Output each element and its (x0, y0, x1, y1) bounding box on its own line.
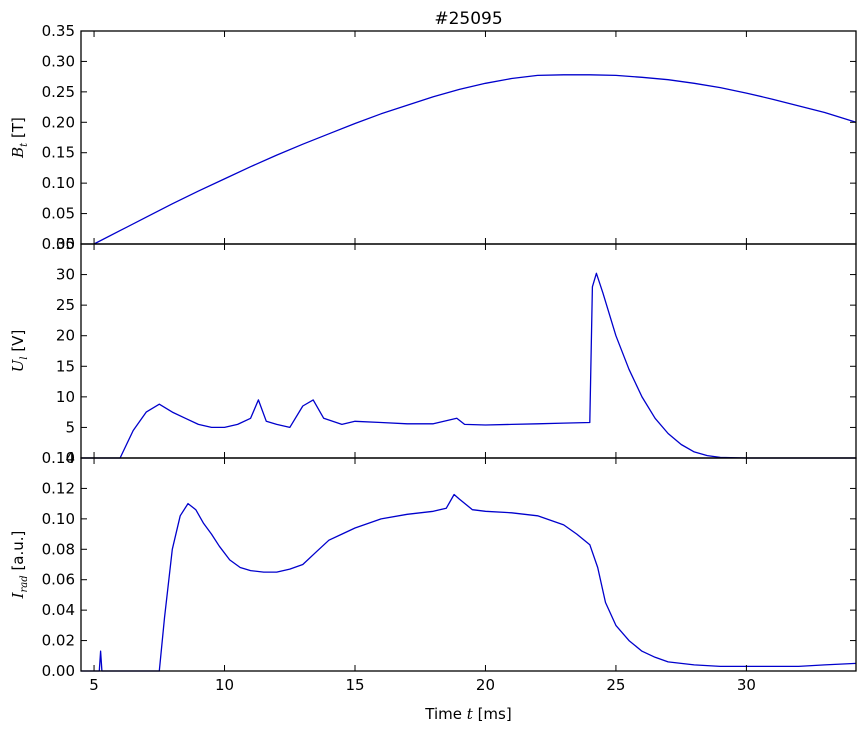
y-tick-label: 0.05 (42, 205, 75, 223)
y-tick-label: 0.06 (42, 571, 75, 589)
x-tick-label: 25 (606, 676, 625, 694)
y-axis-unit: [a.u.] (9, 531, 27, 576)
y-tick-label: 0.25 (42, 83, 75, 101)
y-axis-subscript: l (19, 356, 30, 359)
x-tick-label: 15 (345, 676, 364, 694)
y-axis-symbol: B (9, 147, 27, 159)
y-axis-label: Bt [T] (9, 117, 30, 159)
y-tick-label: 0.15 (42, 144, 75, 162)
y-tick-label: 35 (56, 235, 75, 253)
y-tick-label: 0.08 (42, 540, 75, 558)
x-axis-symbol: t (467, 705, 474, 723)
y-tick-label: 25 (56, 296, 75, 314)
series-line-1 (81, 493, 857, 672)
x-axis-prefix: Time (424, 705, 466, 723)
y-axis-symbol: I (9, 591, 27, 599)
y-tick-label: 0.02 (42, 632, 75, 650)
y-tick-label: 0.20 (42, 113, 75, 131)
y-tick-label: 5 (65, 418, 75, 436)
y-tick-label: 20 (56, 327, 75, 345)
y-axis-subscript: t (19, 142, 30, 147)
y-tick-label: 0.14 (42, 449, 75, 467)
y-axis-symbol: U (9, 358, 27, 372)
y-tick-label: 0.12 (42, 479, 75, 497)
panel-2: 0 5 10 15 20 25 30 35 Ul [V] (9, 235, 857, 467)
x-tick-label: 10 (215, 676, 234, 694)
x-axis-label: Time t [ms] (424, 705, 511, 723)
x-tick-label: 30 (737, 676, 756, 694)
y-axis-label: Irad [a.u.] (9, 531, 30, 600)
y-tick-label: 0 (65, 449, 75, 467)
y-axis-label: Ul [V] (9, 330, 30, 373)
x-tick-label: 20 (476, 676, 495, 694)
x-tick-label: 5 (89, 676, 99, 694)
panel-3: 5 10 15 20 25 30 0.00 0.02 0.04 0.06 0.08 0.10 0.12 0… (9, 449, 857, 723)
y-tick-label: 30 (56, 266, 75, 284)
y-axis-unit: [T] (9, 117, 27, 143)
y-tick-label: 0.04 (42, 601, 75, 619)
axes-frame (80, 457, 857, 672)
y-tick-label: 0.10 (42, 174, 75, 192)
y-tick-label: 0.30 (42, 52, 75, 70)
x-axis-unit: [ms] (473, 705, 512, 723)
y-tick-label: 0.10 (42, 510, 75, 528)
y-tick-label: 0.00 (42, 662, 75, 680)
y-tick-label: 10 (56, 388, 75, 406)
y-tick-label: 15 (56, 357, 75, 375)
y-axis-unit: [V] (9, 330, 27, 357)
y-tick-label: 0.35 (42, 22, 75, 40)
chart-title: #25095 (434, 9, 502, 29)
y-axis-subscript: rad (19, 575, 30, 592)
y-tick-label: 0.00 (42, 235, 75, 253)
series-line-1 (81, 272, 856, 459)
series-line-1 (93, 74, 857, 245)
